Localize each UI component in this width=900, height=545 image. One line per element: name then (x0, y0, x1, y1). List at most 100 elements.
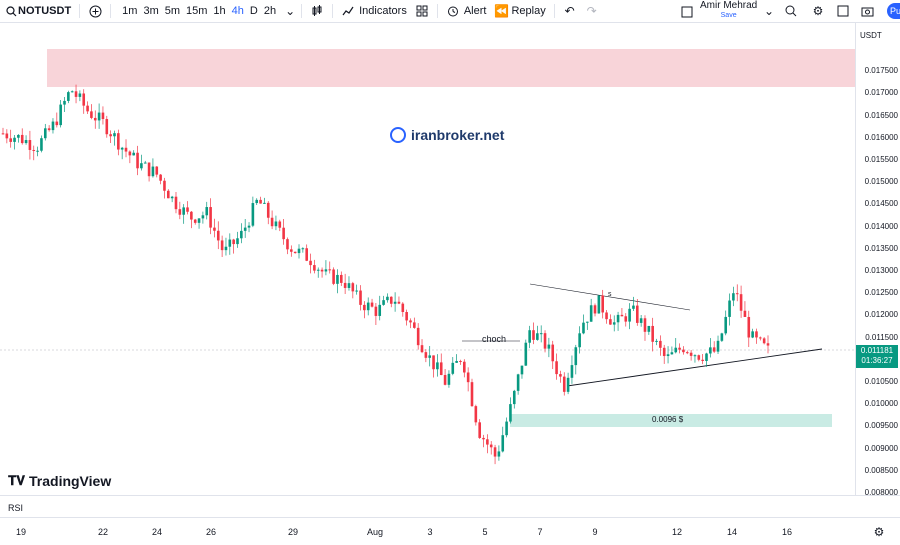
candle-body[interactable] (55, 121, 59, 126)
candle-body[interactable] (586, 321, 589, 323)
candle-body[interactable] (201, 215, 205, 219)
candle-body[interactable] (20, 134, 24, 144)
candle-body[interactable] (386, 296, 389, 301)
candle-body[interactable] (5, 133, 9, 139)
candle-body[interactable] (566, 377, 570, 392)
timeframe-4h[interactable]: 4h (231, 5, 244, 17)
candle-body[interactable] (624, 316, 628, 322)
candle-body[interactable] (13, 137, 16, 142)
candle-body[interactable] (705, 353, 708, 361)
candle-body[interactable] (243, 227, 247, 231)
replay-button[interactable]: ⏪ Replay (490, 0, 549, 22)
candle-body[interactable] (628, 308, 631, 322)
candle-body[interactable] (497, 451, 501, 457)
candle-body[interactable] (86, 105, 89, 112)
candle-body[interactable] (378, 304, 382, 316)
candle-body[interactable] (751, 331, 754, 338)
candle-body[interactable] (136, 152, 139, 169)
candle-body[interactable] (313, 265, 316, 271)
candle-body[interactable] (209, 207, 212, 228)
candle-body[interactable] (347, 283, 351, 288)
candle-body[interactable] (101, 112, 105, 120)
layout-name[interactable]: Amir Mehrad Save (700, 1, 757, 21)
candle-body[interactable] (147, 162, 151, 177)
candle-body[interactable] (539, 333, 543, 335)
candle-body[interactable] (309, 260, 312, 266)
candle-body[interactable] (186, 207, 189, 212)
candle-body[interactable] (316, 269, 320, 271)
candle-body[interactable] (159, 174, 162, 181)
candle-body[interactable] (766, 343, 770, 346)
candle-body[interactable] (724, 316, 728, 334)
candle-body[interactable] (470, 382, 474, 407)
alert-button[interactable]: Alert (442, 0, 491, 22)
candle-body[interactable] (113, 133, 116, 137)
candle-body[interactable] (297, 248, 301, 254)
candle-body[interactable] (282, 227, 285, 240)
candle-body[interactable] (447, 373, 451, 385)
candle-body[interactable] (170, 196, 174, 199)
gear-icon[interactable]: ⚙ (812, 4, 824, 18)
candle-body[interactable] (747, 316, 751, 338)
candle-body[interactable] (36, 150, 39, 152)
support-zone[interactable] (510, 414, 832, 427)
candle-body[interactable] (601, 295, 604, 313)
candle-body[interactable] (735, 293, 739, 295)
candle-body[interactable] (762, 338, 766, 344)
candle-body[interactable] (78, 93, 82, 97)
layouts-button[interactable] (411, 0, 433, 22)
candle-body[interactable] (443, 375, 447, 385)
candle-body[interactable] (547, 344, 551, 349)
candle-body[interactable] (693, 355, 697, 357)
candle-body[interactable] (290, 249, 293, 252)
time-axis[interactable]: ⚙ 19 22 24 26 29 Aug 3 5 7 9 12 14 16 (0, 517, 900, 545)
candle-body[interactable] (359, 290, 362, 305)
candle-body[interactable] (489, 444, 493, 448)
quick-search-icon[interactable] (784, 4, 798, 18)
candle-body[interactable] (609, 319, 612, 325)
candle-body[interactable] (259, 199, 262, 204)
candle-body[interactable] (163, 180, 166, 191)
candle-body[interactable] (666, 354, 670, 357)
candle-body[interactable] (605, 312, 608, 320)
candle-body[interactable] (659, 340, 662, 348)
indicators-button[interactable]: Indicators (337, 0, 411, 22)
candle-body[interactable] (405, 312, 408, 321)
candle-body[interactable] (17, 134, 20, 138)
candle-body[interactable] (516, 374, 520, 391)
candle-body[interactable] (278, 221, 282, 228)
candle-body[interactable] (363, 304, 366, 311)
candle-body[interactable] (616, 314, 620, 323)
candle-body[interactable] (455, 360, 458, 363)
candle-body[interactable] (67, 92, 70, 101)
candle-body[interactable] (213, 227, 216, 231)
candle-body[interactable] (266, 202, 270, 218)
rsi-pane[interactable]: RSI (0, 495, 900, 518)
candle-body[interactable] (382, 300, 385, 305)
candle-body[interactable] (635, 305, 639, 323)
candle-body[interactable] (528, 330, 531, 343)
candle-body[interactable] (647, 325, 651, 332)
timeframe-5m[interactable]: 5m (164, 5, 181, 17)
candle-body[interactable] (401, 303, 405, 313)
candle-body[interactable] (370, 302, 374, 307)
candle-body[interactable] (486, 439, 489, 445)
candle-body[interactable] (197, 218, 201, 223)
candle-body[interactable] (193, 219, 197, 223)
candle-body[interactable] (685, 352, 689, 354)
candle-body[interactable] (155, 166, 159, 175)
candle-body[interactable] (643, 318, 647, 332)
candle-body[interactable] (597, 295, 601, 314)
candle-body[interactable] (562, 376, 566, 392)
candle-body[interactable] (482, 437, 485, 440)
timeframe-D[interactable]: D (249, 5, 258, 17)
candle-body[interactable] (674, 347, 678, 353)
candle-body[interactable] (374, 306, 378, 316)
candle-body[interactable] (413, 322, 416, 328)
timeframe-1h[interactable]: 1h (213, 5, 226, 17)
candle-body[interactable] (9, 138, 12, 142)
candle-body[interactable] (40, 138, 43, 151)
candle-body[interactable] (509, 404, 512, 422)
candle-body[interactable] (578, 333, 581, 348)
timeframe-3m[interactable]: 3m (143, 5, 159, 17)
